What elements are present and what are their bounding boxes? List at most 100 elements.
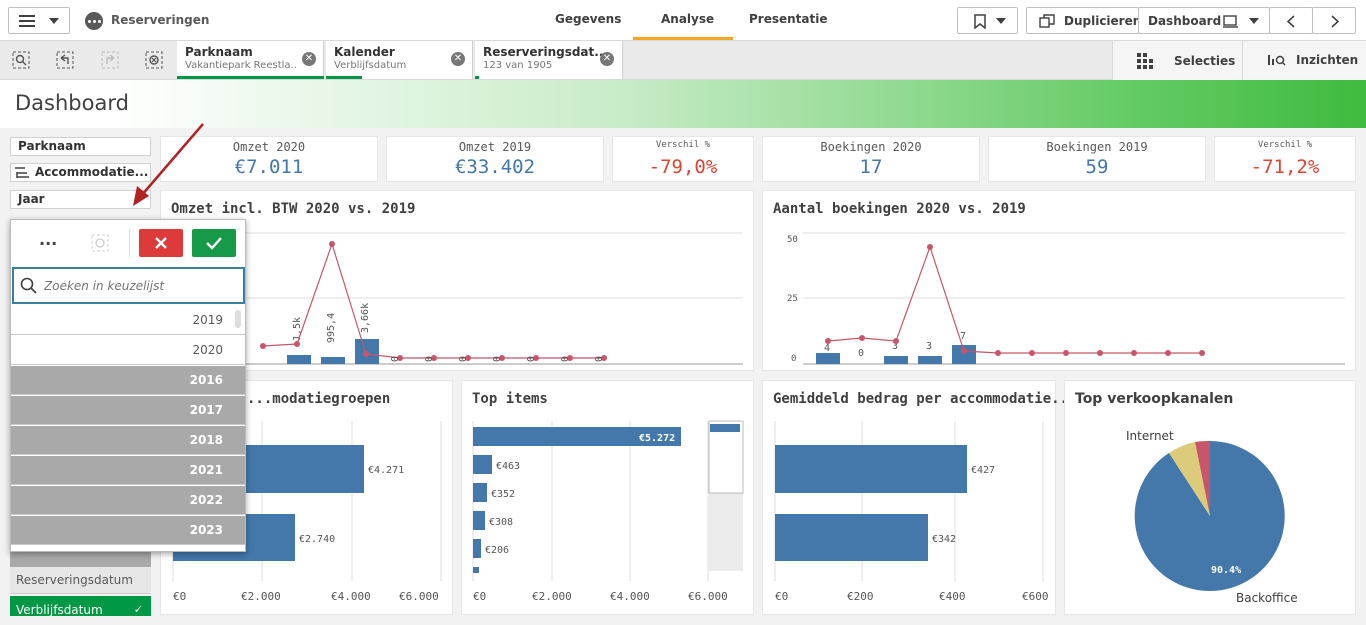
x-tick: €600 (1022, 590, 1049, 603)
tab-presentatie[interactable]: Presentatie (749, 12, 828, 26)
point[interactable] (1029, 350, 1035, 356)
selecties-label: Selecties (1174, 54, 1236, 68)
list-item[interactable]: 2023 (11, 516, 245, 545)
point[interactable] (533, 355, 539, 361)
point[interactable] (1199, 350, 1205, 356)
step-forward-icon[interactable] (101, 51, 119, 69)
menu-button[interactable] (8, 7, 70, 34)
list-item[interactable]: 2022 (11, 486, 245, 515)
bar[interactable] (473, 567, 479, 573)
point[interactable] (893, 338, 899, 344)
point[interactable] (260, 343, 266, 349)
point[interactable] (431, 355, 437, 361)
point[interactable] (329, 241, 335, 247)
side-list-item-verblijfsdatum[interactable]: Verblijfsdatum ✓ (10, 596, 151, 616)
panel-boekingen-chart[interactable]: Aantal boekingen 2020 vs. 2019 50 25 0 4… (762, 190, 1356, 371)
selection-chip-parknaam[interactable]: Parknaam Vakantiepark Reestla... ✕ (177, 41, 324, 79)
cancel-selection-button[interactable] (139, 229, 183, 257)
filter-jaar[interactable]: Jaar (10, 190, 151, 209)
bar[interactable] (952, 345, 976, 364)
duplicate-button[interactable]: Duplicieren (1026, 7, 1141, 34)
bar[interactable] (473, 483, 487, 502)
point[interactable] (397, 355, 403, 361)
close-icon[interactable]: ✕ (302, 52, 316, 66)
list-item[interactable]: 2018 (11, 426, 245, 455)
mini-scrollbar-thumb[interactable] (708, 420, 744, 494)
sheet-selector-button[interactable]: Dashboard (1138, 7, 1270, 34)
x-tick: €2.000 (532, 590, 572, 603)
point[interactable] (961, 348, 967, 354)
confirm-selection-button[interactable] (192, 229, 236, 257)
selections-tool-button[interactable]: Selecties (1112, 41, 1242, 80)
pie-slice-backoffice[interactable] (1134, 441, 1285, 591)
bookmark-icon (974, 14, 986, 29)
bar-label: 995,4 (326, 313, 337, 343)
filter-accommodatie[interactable]: Accommodatie... (10, 163, 151, 182)
point[interactable] (1097, 350, 1103, 356)
point[interactable] (995, 350, 1001, 356)
bookmark-button[interactable] (957, 7, 1018, 34)
insights-button[interactable]: Inzichten (1242, 41, 1366, 80)
bar[interactable] (473, 427, 681, 446)
panel-top-verkoopkanalen[interactable]: Top verkoopkanalen 90.4% Internet Backof… (1064, 380, 1356, 615)
hamburger-icon (19, 15, 35, 27)
more-options-icon[interactable]: ··· (39, 234, 58, 253)
filter-parknaam[interactable]: Parknaam (10, 137, 151, 156)
next-sheet-button[interactable] (1312, 7, 1356, 34)
chart-title: Top items (472, 391, 548, 407)
selection-state-bar (326, 76, 362, 79)
side-list-item-reserveringsdatum[interactable]: Reserveringsdatum (10, 567, 151, 594)
point[interactable] (294, 341, 300, 347)
chip-title: Kalender (334, 45, 395, 59)
panel-top-items[interactable]: Top items €5.272 €463 €352 €308 €206 €0 … (461, 380, 754, 615)
point[interactable] (1063, 350, 1069, 356)
drilldown-icon (15, 167, 29, 178)
pie-slice-other[interactable] (1195, 440, 1210, 516)
sheet-title-band (0, 80, 1366, 128)
listbox-search-input[interactable] (44, 277, 234, 295)
list-item[interactable]: 2017 (11, 396, 245, 425)
listbox-search[interactable] (12, 267, 245, 304)
listbox-scrollbar[interactable] (235, 310, 241, 328)
pie-slice-internet[interactable] (1169, 442, 1210, 516)
bar[interactable] (473, 455, 492, 474)
tab-analyse[interactable]: Analyse (661, 12, 715, 26)
bar[interactable] (287, 355, 311, 364)
point[interactable] (363, 351, 369, 357)
point[interactable] (859, 335, 865, 341)
bar[interactable] (473, 539, 481, 558)
bar[interactable] (816, 353, 840, 364)
point[interactable] (499, 355, 505, 361)
close-icon[interactable]: ✕ (451, 52, 465, 66)
list-item[interactable]: 2020 (11, 336, 245, 365)
panel-gemiddeld-bedrag[interactable]: Gemiddeld bedrag per accommodatie... €42… (762, 380, 1076, 615)
bar[interactable] (775, 514, 928, 561)
point[interactable] (927, 244, 933, 250)
list-item[interactable]: 2021 (11, 456, 245, 485)
bar[interactable] (775, 445, 967, 493)
point[interactable] (825, 338, 831, 344)
selection-chip-kalender[interactable]: Kalender Verblijfsdatum ✕ (326, 41, 473, 79)
step-back-icon[interactable] (56, 51, 74, 69)
list-item[interactable]: 2016 (11, 366, 245, 395)
clear-all-selections-icon[interactable] (145, 51, 163, 69)
app-icon (85, 12, 103, 30)
point[interactable] (1131, 350, 1137, 356)
bar[interactable] (321, 357, 345, 364)
point[interactable] (465, 355, 471, 361)
panel-omzet-chart[interactable]: Omzet incl. BTW 2020 vs. 2019 1,5k 995,4… (160, 190, 754, 371)
bar[interactable] (884, 356, 908, 364)
smart-search-icon[interactable] (12, 51, 30, 69)
list-item[interactable]: 2019 (11, 306, 245, 335)
tab-gegevens[interactable]: Gegevens (555, 12, 622, 26)
close-icon[interactable]: ✕ (600, 52, 614, 66)
line-label: 0 (424, 356, 435, 362)
point[interactable] (601, 355, 607, 361)
point[interactable] (567, 355, 573, 361)
clear-selection-icon[interactable] (91, 234, 109, 252)
selection-chip-reserveringsdatum[interactable]: Reserveringsdat... 123 van 1905 ✕ (475, 41, 623, 79)
previous-sheet-button[interactable] (1269, 7, 1313, 34)
point[interactable] (1165, 350, 1171, 356)
bar[interactable] (918, 356, 942, 364)
bar[interactable] (473, 511, 485, 530)
